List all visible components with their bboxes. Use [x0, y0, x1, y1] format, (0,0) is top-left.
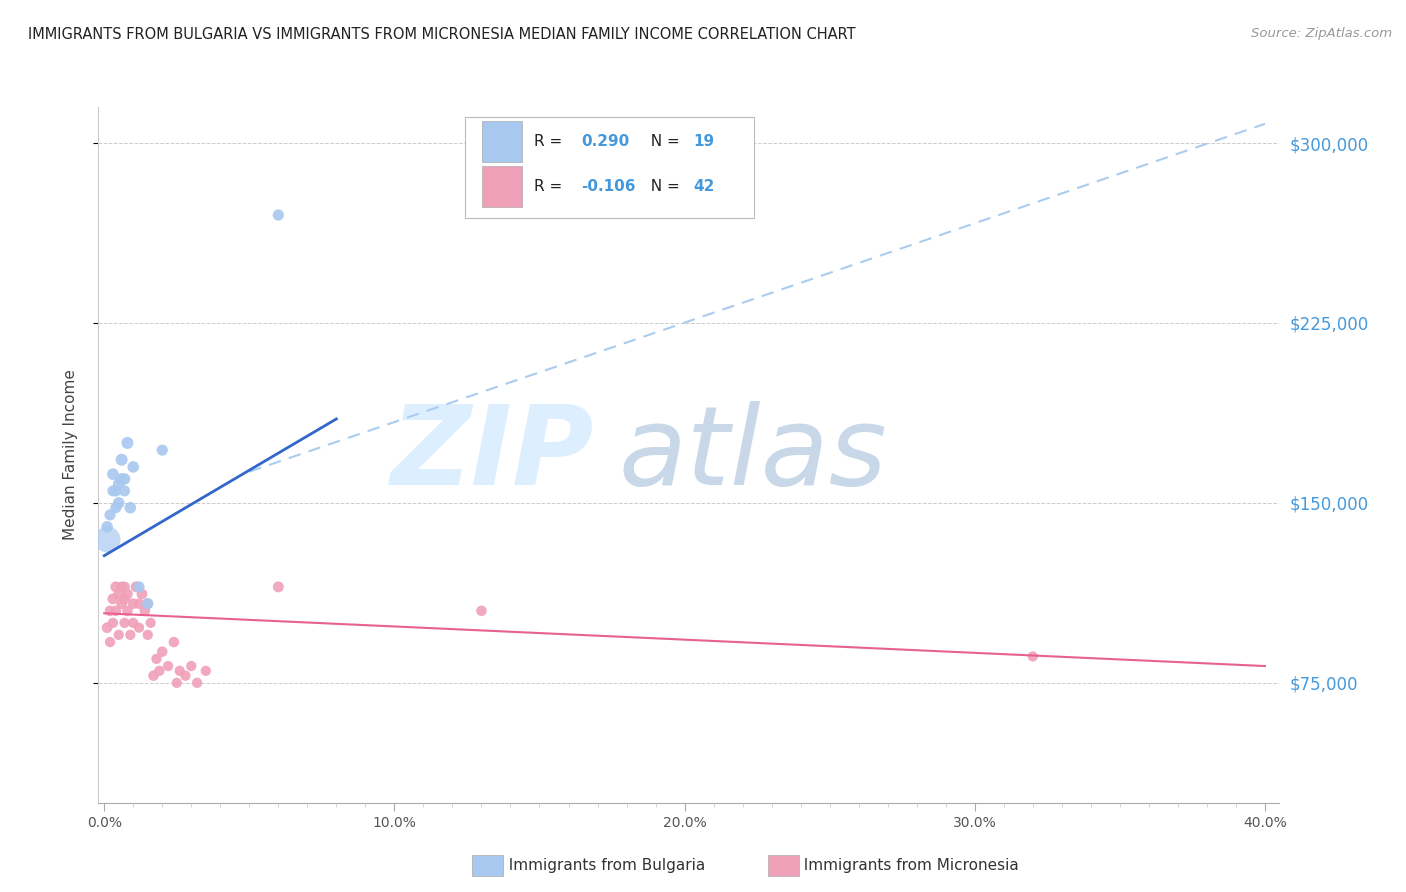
Point	[157, 659, 180, 673]
Point	[134, 604, 156, 618]
Text: atlas: atlas	[619, 401, 887, 508]
FancyBboxPatch shape	[464, 118, 754, 219]
Point	[98, 635, 121, 649]
Point	[128, 621, 150, 635]
Point	[114, 591, 136, 606]
Point	[267, 208, 290, 222]
Text: -0.106: -0.106	[582, 179, 636, 194]
Point	[150, 645, 173, 659]
FancyBboxPatch shape	[482, 166, 523, 207]
Point	[111, 452, 134, 467]
Point	[107, 476, 129, 491]
Point	[150, 443, 173, 458]
Point	[104, 500, 127, 515]
Point	[98, 604, 121, 618]
Point	[104, 604, 127, 618]
Text: Immigrants from Micronesia: Immigrants from Micronesia	[794, 858, 1019, 872]
Point	[125, 580, 148, 594]
Point	[194, 664, 217, 678]
Point	[96, 621, 118, 635]
Point	[186, 676, 208, 690]
Point	[114, 615, 136, 630]
Text: N =: N =	[641, 179, 685, 194]
Point	[114, 580, 136, 594]
Point	[117, 604, 139, 618]
Point	[104, 483, 127, 498]
Point	[1022, 649, 1045, 664]
Point	[101, 483, 124, 498]
Text: R =: R =	[534, 134, 568, 149]
Y-axis label: Median Family Income: Median Family Income	[63, 369, 77, 541]
Point	[122, 459, 145, 474]
Point	[96, 520, 118, 534]
Point	[174, 668, 197, 682]
Point	[114, 472, 136, 486]
Point	[122, 597, 145, 611]
Point	[136, 597, 159, 611]
Point	[101, 467, 124, 482]
Point	[107, 628, 129, 642]
Point	[139, 615, 162, 630]
Point	[117, 436, 139, 450]
Text: R =: R =	[534, 179, 568, 194]
Point	[101, 591, 124, 606]
Point	[180, 659, 202, 673]
Point	[136, 597, 159, 611]
Text: 42: 42	[693, 179, 716, 194]
Point	[101, 615, 124, 630]
Point	[122, 615, 145, 630]
Point	[111, 580, 134, 594]
Point	[470, 604, 492, 618]
Point	[114, 483, 136, 498]
Point	[131, 587, 153, 601]
Point	[136, 628, 159, 642]
Point	[142, 668, 165, 682]
Point	[107, 587, 129, 601]
Text: 0.290: 0.290	[582, 134, 630, 149]
Point	[111, 472, 134, 486]
Point	[128, 597, 150, 611]
Point	[98, 508, 121, 522]
Text: IMMIGRANTS FROM BULGARIA VS IMMIGRANTS FROM MICRONESIA MEDIAN FAMILY INCOME CORR: IMMIGRANTS FROM BULGARIA VS IMMIGRANTS F…	[28, 27, 856, 42]
Text: Immigrants from Bulgaria: Immigrants from Bulgaria	[499, 858, 706, 872]
Text: N =: N =	[641, 134, 685, 149]
Point	[96, 532, 118, 546]
FancyBboxPatch shape	[482, 120, 523, 161]
Point	[148, 664, 170, 678]
Point	[145, 652, 167, 666]
Point	[163, 635, 186, 649]
Point	[267, 580, 290, 594]
Point	[120, 500, 142, 515]
Point	[166, 676, 188, 690]
Text: 19: 19	[693, 134, 714, 149]
Point	[169, 664, 191, 678]
Point	[117, 587, 139, 601]
Point	[120, 628, 142, 642]
Point	[111, 597, 134, 611]
Text: ZIP: ZIP	[391, 401, 595, 508]
Point	[128, 580, 150, 594]
Text: Source: ZipAtlas.com: Source: ZipAtlas.com	[1251, 27, 1392, 40]
Point	[104, 580, 127, 594]
Point	[107, 496, 129, 510]
